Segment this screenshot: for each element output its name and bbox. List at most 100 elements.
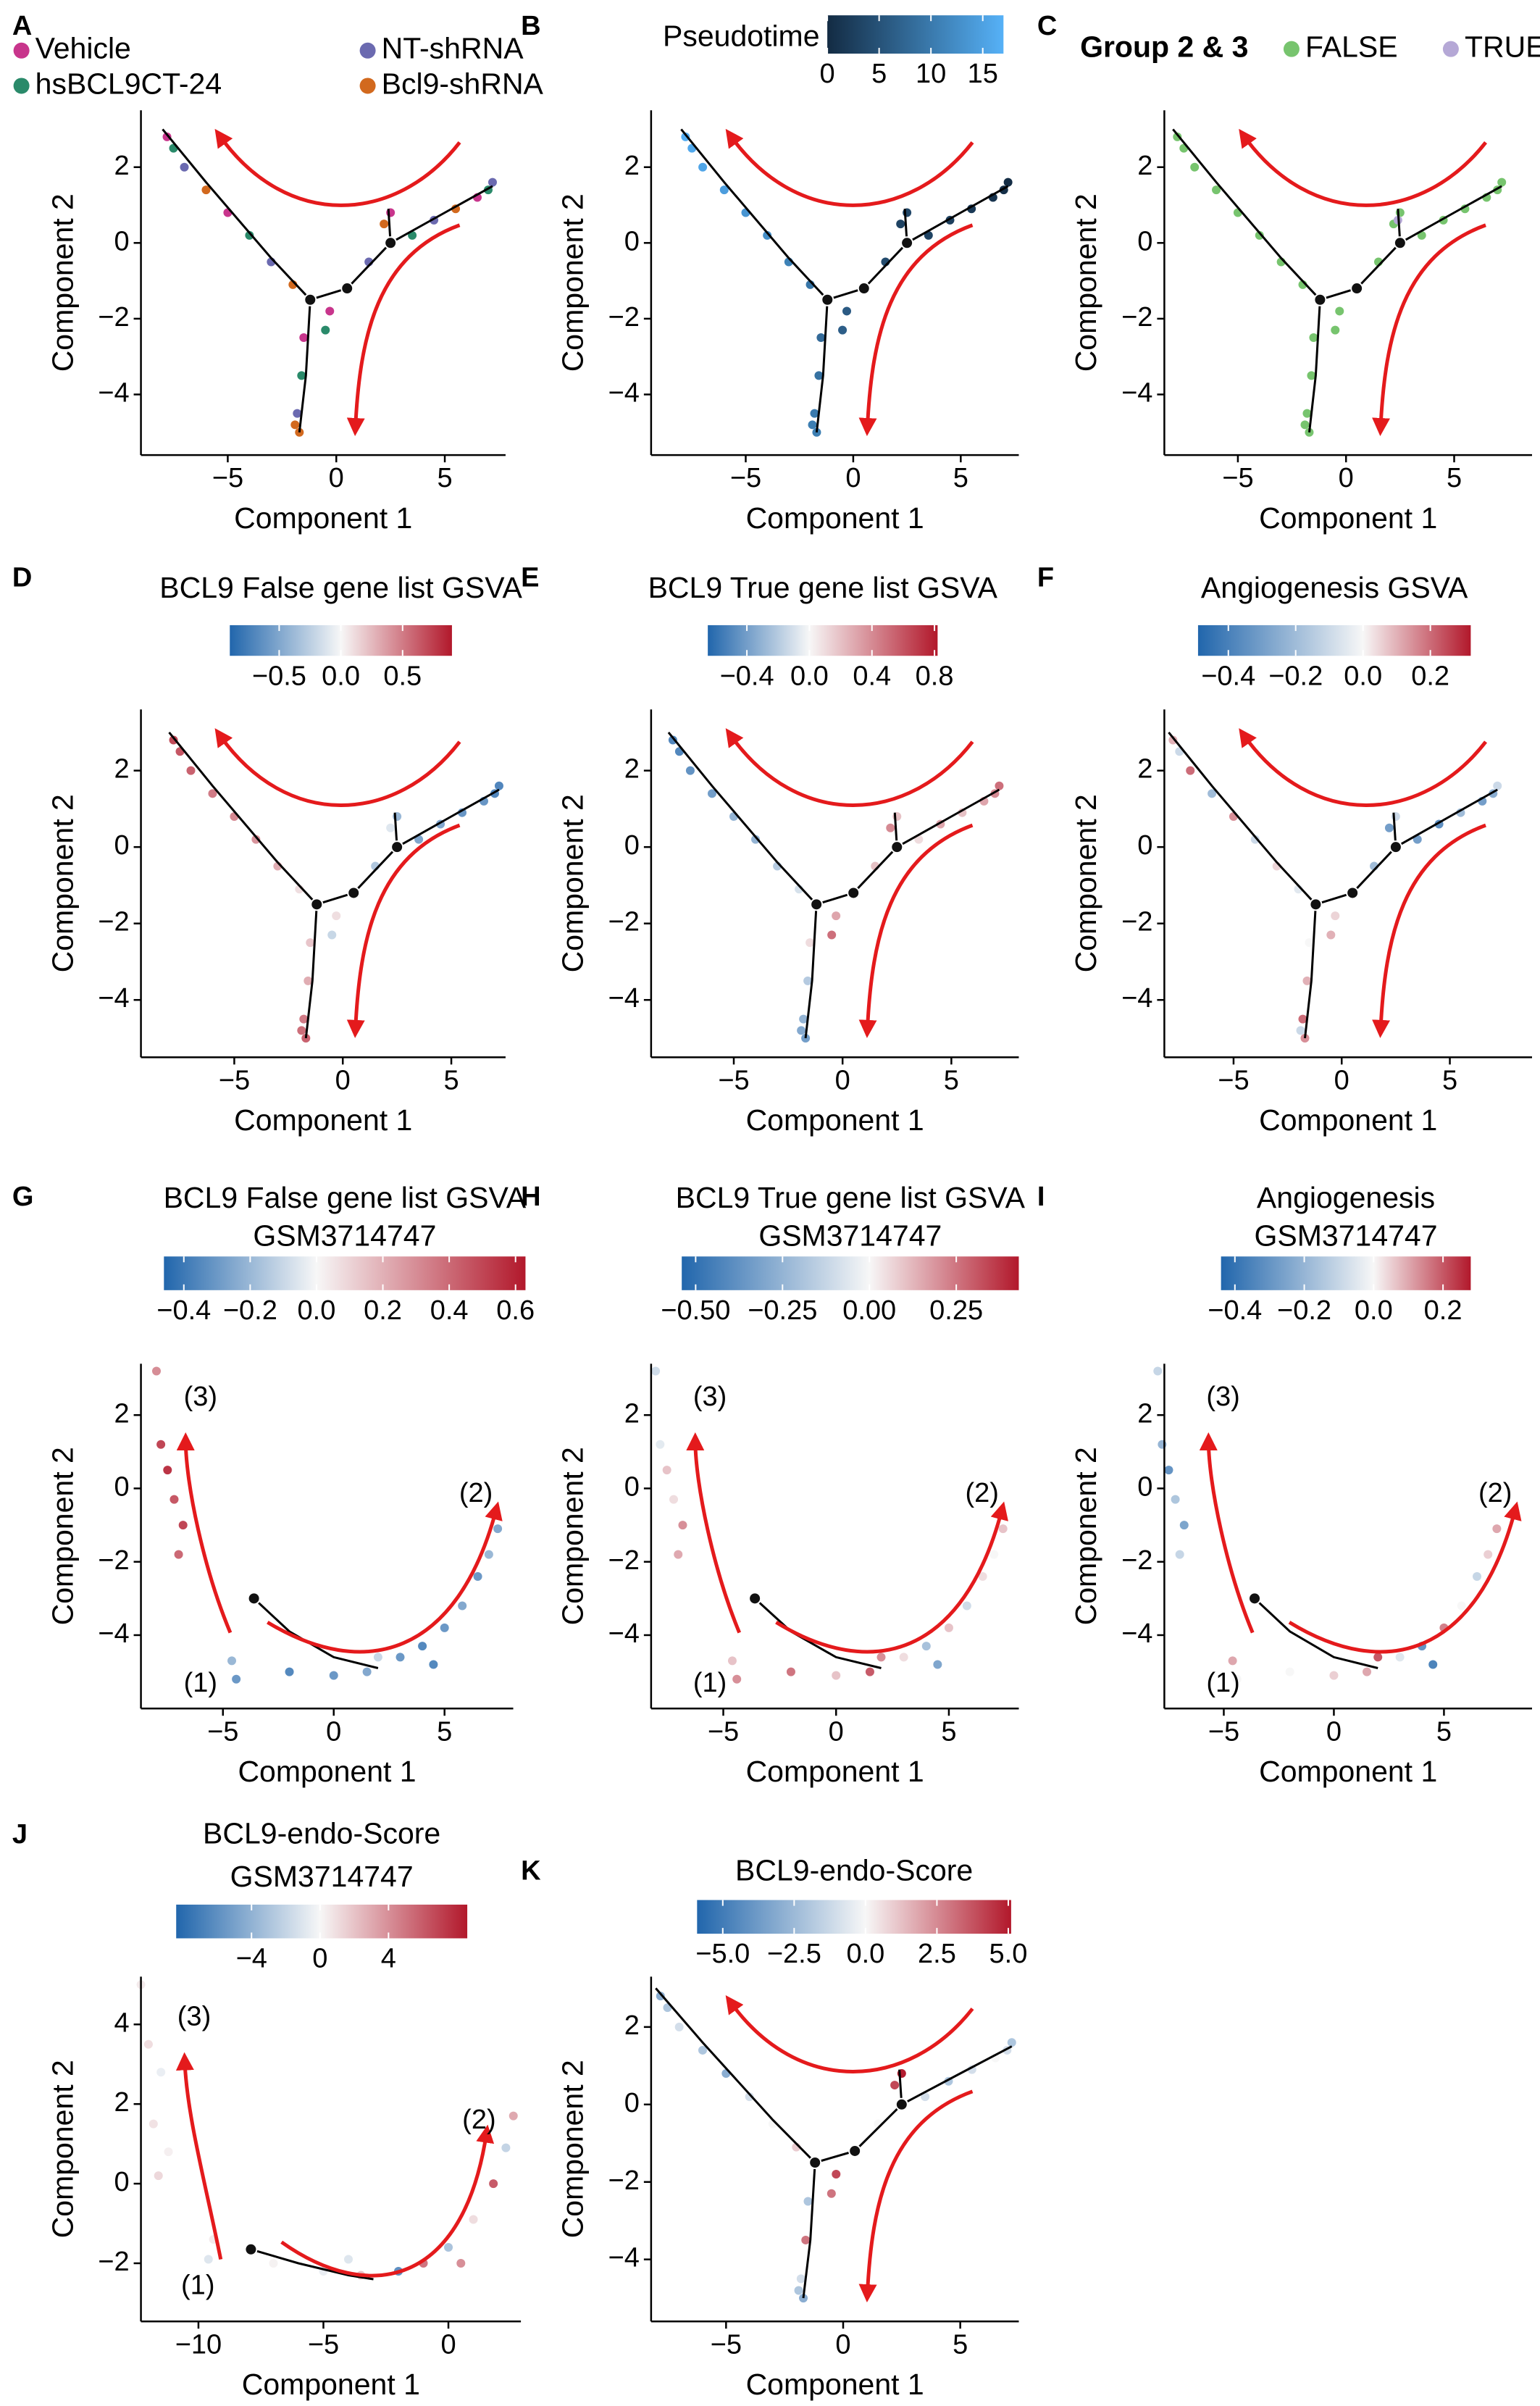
cell-point: [978, 1571, 987, 1581]
cell-point: [796, 2274, 805, 2284]
y-tick-label: 2: [624, 2010, 640, 2041]
cell-point: [685, 766, 695, 775]
cell-point: [1296, 1026, 1305, 1035]
cell-point: [962, 1601, 971, 1611]
panel-title: BCL9-endo-Score: [735, 1853, 973, 1887]
cell-point: [727, 1656, 737, 1666]
direction-arrow: [1199, 1432, 1255, 1634]
y-tick-label: −4: [608, 378, 640, 409]
colorbar-tick-label: 0.0: [1344, 661, 1382, 691]
colorbar-tick-label: 0: [312, 1944, 327, 1974]
x-tick-label: 5: [437, 1716, 452, 1747]
x-tick-label: 5: [1442, 1065, 1457, 1095]
cell-point: [329, 1671, 338, 1680]
y-tick-label: 2: [1137, 151, 1152, 181]
legend-swatch: [1283, 41, 1300, 57]
cell-point: [805, 938, 815, 948]
trajectory: [667, 731, 1000, 1039]
colorbar: [697, 1900, 1011, 1934]
cell-point: [751, 835, 761, 844]
branch-node: [1389, 840, 1402, 854]
colorbar-tick-label: 4: [381, 1944, 396, 1974]
cell-point: [362, 1667, 372, 1676]
colorbar-tick-label: 0.6: [496, 1295, 535, 1326]
x-tick-label: 5: [1436, 1716, 1452, 1747]
cell-point: [808, 420, 817, 430]
cell-point: [1428, 1660, 1438, 1669]
y-tick-label: 0: [114, 830, 129, 861]
colorbar-tick-label: 0.2: [1411, 661, 1449, 691]
x-axis-title: Component 1: [746, 501, 924, 535]
panel-letter: H: [521, 1182, 540, 1212]
panel-subtitle: GSM3714747: [758, 1219, 942, 1253]
direction-arrow: [858, 823, 974, 1038]
cell-point: [321, 325, 330, 335]
x-axis-title: Component 1: [238, 1755, 416, 1788]
panel-title: Angiogenesis GSVA: [1201, 571, 1468, 604]
trajectory: [250, 2248, 374, 2281]
direction-arrow: [725, 128, 974, 207]
x-tick-label: −5: [1218, 1065, 1249, 1095]
colorbar: [682, 1256, 1019, 1290]
cell-point: [164, 2147, 173, 2157]
branch-node: [384, 236, 398, 250]
branch-node: [304, 293, 317, 306]
cell-point: [386, 823, 396, 832]
cell-point: [456, 2258, 466, 2268]
colorbar: [176, 1904, 468, 1939]
cell-point: [484, 1550, 493, 1559]
y-axis-title: Component 2: [1069, 794, 1102, 972]
cell-point: [332, 911, 341, 921]
cell-point: [290, 420, 300, 430]
y-tick-label: −2: [1121, 907, 1152, 937]
legend-swatch: [359, 42, 376, 59]
cell-point: [1228, 1656, 1237, 1666]
panel: G (1) (2) (3) −5 0 5 2 0 −2 −4 Component 1 Component…: [12, 1181, 535, 1788]
cell-point: [306, 938, 315, 948]
cell-point: [1305, 938, 1314, 948]
cell-point: [1171, 1495, 1180, 1504]
x-tick-label: 0: [835, 2329, 850, 2360]
branch-node: [1346, 886, 1360, 900]
cell-point: [396, 1653, 405, 1662]
colorbar-tick-label: −0.2: [223, 1295, 277, 1326]
branch-node: [821, 293, 834, 306]
panel-letter: J: [12, 1819, 28, 1850]
cell-point: [1331, 911, 1340, 921]
cell-point: [1473, 1571, 1482, 1581]
y-tick-label: −2: [98, 302, 129, 333]
y-tick-label: −2: [98, 1545, 129, 1576]
colorbar-tick-label: 0.00: [842, 1295, 896, 1326]
cell-point: [763, 230, 772, 240]
direction-arrow: [267, 1501, 503, 1654]
cell-point: [1302, 976, 1312, 985]
cell-point: [1363, 1667, 1372, 1676]
x-axis-title: Component 1: [746, 1755, 924, 1788]
cell-point: [786, 1667, 795, 1676]
y-tick-label: 0: [1137, 226, 1152, 256]
cell-point: [1179, 1521, 1189, 1530]
legend-swatch: [13, 42, 30, 59]
panel: I (1) (2) (3) −5 0 5 2 0 −2 −4 Component 1 Component…: [1037, 1181, 1532, 1788]
x-tick-label: −5: [308, 2329, 339, 2360]
branch-node: [1393, 236, 1407, 250]
cell-point: [473, 1571, 482, 1581]
panel-title: BCL9 True gene list GSVA: [648, 571, 998, 604]
branch-node: [1309, 898, 1323, 911]
cell-point: [232, 1674, 241, 1684]
cell-point: [1326, 930, 1336, 940]
cell-point: [1395, 1653, 1405, 1662]
cell-point: [180, 162, 189, 172]
cell-point: [801, 2235, 811, 2244]
cell-point: [204, 2255, 213, 2264]
colorbar-tick-label: 0.2: [1424, 1295, 1462, 1326]
y-tick-label: 0: [624, 830, 640, 861]
cell-point: [678, 1521, 687, 1530]
branch-node: [1350, 282, 1364, 296]
trajectory: [655, 1987, 1013, 2299]
direction-arrow: [176, 1432, 233, 1634]
cell-point: [1003, 177, 1013, 187]
cell-point: [1232, 1674, 1242, 1684]
cell-point: [816, 333, 826, 343]
y-tick-label: 2: [624, 151, 640, 181]
